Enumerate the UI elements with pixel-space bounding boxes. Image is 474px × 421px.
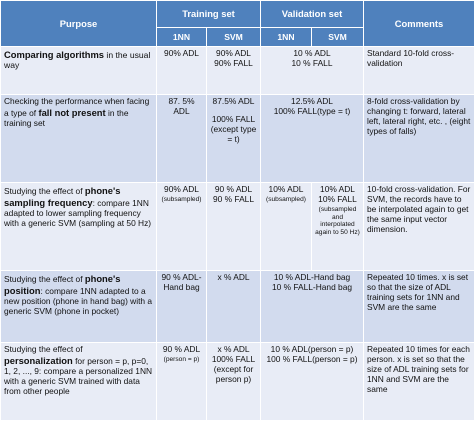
- train-1nn-cell: 90% ADL (subsampled): [157, 183, 207, 271]
- value: x % ADL: [217, 272, 249, 282]
- train-svm-cell: x % ADL 100% FALL (except for person p): [207, 343, 261, 421]
- purpose-cell: Checking the performance when facing a t…: [1, 95, 157, 183]
- value: Repeated 10 times for each person. x is …: [367, 344, 470, 394]
- value-note: (except for person p): [214, 364, 254, 384]
- purpose-cell: Studying the effect of phone's sampling …: [1, 183, 157, 271]
- validation-set-header: Validation set: [261, 1, 364, 28]
- value: 100% FALL: [212, 114, 255, 124]
- value: 10% ADL: [269, 184, 304, 194]
- value: 90 % ADL-Hand bag: [161, 272, 201, 292]
- val-1nn-cell: 10% ADL (subsampled): [261, 183, 312, 271]
- comments-cell: 8-fold cross-validation by changing t: f…: [364, 95, 474, 183]
- value: 10% ADL: [320, 184, 355, 194]
- value: Repeated 10 times. x is set so that the …: [367, 272, 468, 312]
- value: 10 % ADL-Hand bag: [274, 272, 350, 282]
- purpose-header: Purpose: [1, 1, 157, 47]
- comments-cell: Repeated 10 times for each person. x is …: [364, 343, 474, 421]
- train-svm-cell: 87.5% ADL 100% FALL (except type = t): [207, 95, 261, 183]
- value-note: (except type = t): [211, 124, 257, 144]
- comments-header: Comments: [364, 1, 474, 47]
- comments-cell: 10-fold cross-validation. For SVM, the r…: [364, 183, 474, 271]
- train-svm-cell: 90% ADL 90% FALL: [207, 47, 261, 95]
- purpose-cell: Comparing algorithms in the usual way: [1, 47, 157, 95]
- value-note: (subsampled and interpolated again to 50…: [315, 206, 360, 237]
- value: 90% ADL: [164, 48, 199, 58]
- training-svm-header: SVM: [207, 28, 261, 47]
- table-row: Comparing algorithms in the usual way 90…: [1, 47, 474, 95]
- value: 10 % FALL: [292, 58, 333, 68]
- value: 90 % ADL: [163, 344, 200, 354]
- purpose-cell: Studying the effect of personalization f…: [1, 343, 157, 421]
- value: 10 % ADL(person = p): [271, 344, 354, 354]
- val-svm-cell: 10% ADL 10% FALL (subsampled and interpo…: [312, 183, 364, 271]
- validation-svm-header: SVM: [312, 28, 364, 47]
- value: 10 % FALL-Hand bag: [272, 282, 352, 292]
- value: 90 % ADL: [215, 184, 252, 194]
- value: Standard 10-fold cross-validation: [367, 48, 454, 68]
- value: 90% FALL: [214, 58, 253, 68]
- purpose-text: Studying the effect of: [4, 274, 85, 284]
- table-row: Studying the effect of phone's sampling …: [1, 183, 474, 271]
- table-row: Checking the performance when facing a t…: [1, 95, 474, 183]
- table-row: Studying the effect of personalization f…: [1, 343, 474, 421]
- validation-1nn-header: 1NN: [261, 28, 312, 47]
- purpose-text: Studying the effect of: [4, 186, 85, 196]
- value: 100% FALL: [212, 354, 255, 364]
- validation-cell: 10 % ADL 10 % FALL: [261, 47, 364, 95]
- value: 10% FALL: [318, 194, 357, 204]
- value-note: (subsampled): [264, 196, 308, 204]
- table-row: Studying the effect of phone's position:…: [1, 271, 474, 343]
- value: 8-fold cross-validation by changing t: f…: [367, 96, 470, 136]
- purpose-bold: fall not present: [38, 107, 105, 118]
- validation-cell: 10 % ADL(person = p) 100 % FALL(person =…: [261, 343, 364, 421]
- comments-cell: Repeated 10 times. x is set so that the …: [364, 271, 474, 343]
- value: 10-fold cross-validation. For SVM, the r…: [367, 184, 470, 234]
- value: 90% ADL: [216, 48, 251, 58]
- value: 90 % FALL: [213, 194, 254, 204]
- value: 90% ADL: [164, 184, 199, 194]
- validation-cell: 12.5% ADL 100% FALL(type = t): [261, 95, 364, 183]
- value-note: (person = p): [160, 356, 203, 364]
- train-1nn-cell: 90% ADL: [157, 47, 207, 95]
- purpose-bold: Comparing algorithms: [4, 49, 104, 60]
- purpose-bold: personalization: [4, 355, 73, 366]
- comments-cell: Standard 10-fold cross-validation: [364, 47, 474, 95]
- purpose-cell: Studying the effect of phone's position:…: [1, 271, 157, 343]
- validation-cell: 10 % ADL-Hand bag 10 % FALL-Hand bag: [261, 271, 364, 343]
- header-row: Purpose Training set Validation set Comm…: [1, 1, 474, 28]
- value: 87.5% ADL: [213, 96, 255, 106]
- value: 100% FALL(type = t): [274, 106, 351, 116]
- value: 12.5% ADL: [291, 96, 333, 106]
- training-set-header: Training set: [157, 1, 261, 28]
- train-svm-cell: x % ADL: [207, 271, 261, 343]
- value: x % ADL: [217, 344, 249, 354]
- value-note: (subsampled): [160, 196, 203, 204]
- training-1nn-header: 1NN: [157, 28, 207, 47]
- train-1nn-cell: 87. 5% ADL: [157, 95, 207, 183]
- value: 10 % ADL: [293, 48, 330, 58]
- train-svm-cell: 90 % ADL 90 % FALL: [207, 183, 261, 271]
- value: 87. 5% ADL: [168, 96, 194, 116]
- train-1nn-cell: 90 % ADL (person = p): [157, 343, 207, 421]
- purpose-text: Studying the effect of: [4, 344, 83, 354]
- train-1nn-cell: 90 % ADL-Hand bag: [157, 271, 207, 343]
- value: 100 % FALL(person = p): [266, 354, 357, 364]
